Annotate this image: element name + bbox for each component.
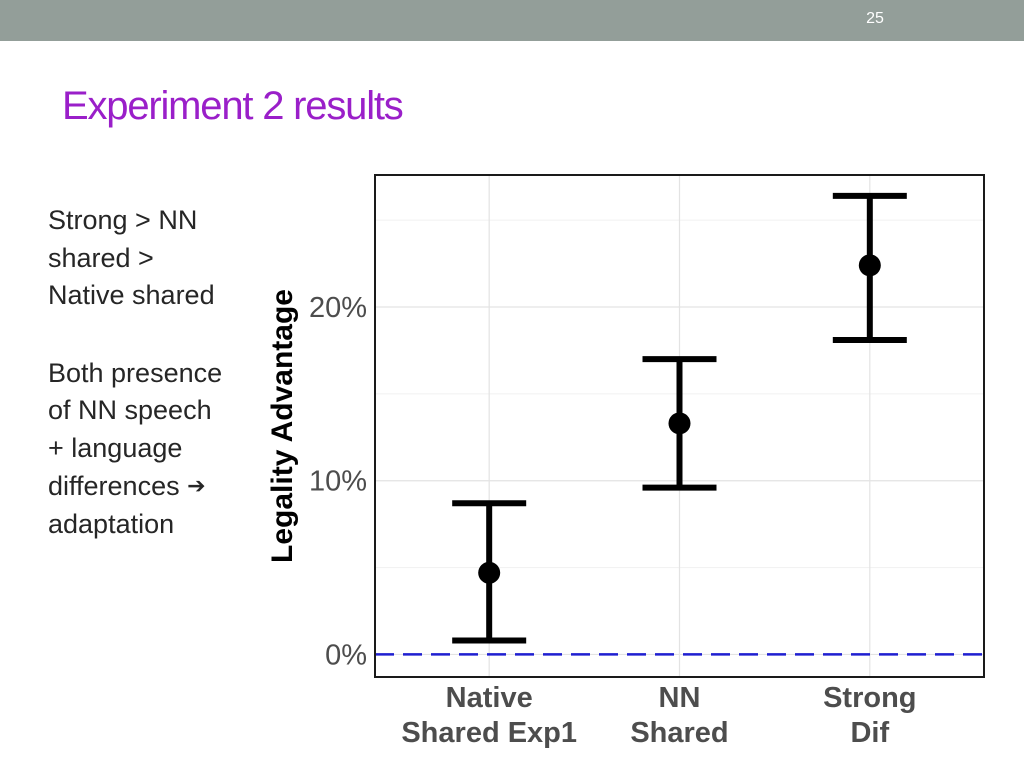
note-text: differences <box>48 471 180 501</box>
slide-header-bar: 25 <box>0 0 1024 41</box>
slide-number: 25 <box>866 10 884 27</box>
note-line: + language <box>48 432 183 463</box>
note-line: Native shared <box>48 280 215 310</box>
plot-border <box>374 174 985 678</box>
x-tick-label: Strong <box>823 682 916 714</box>
y-tick-label: 0% <box>325 639 367 671</box>
y-tick-label: 20% <box>309 292 367 324</box>
data-point <box>858 254 881 277</box>
x-tick-label: Dif <box>850 717 889 749</box>
y-axis-title: Legality Advantage <box>266 289 299 563</box>
x-tick-label: Native <box>446 682 533 714</box>
note-line: adaptation <box>48 508 175 539</box>
right-arrow-icon: ➔ <box>187 473 206 498</box>
x-tick-label: Shared <box>630 717 728 749</box>
x-tick-label: Shared Exp1 <box>401 717 577 749</box>
slide-title: Experiment 2 results <box>62 84 404 128</box>
note-line: shared > <box>48 242 154 273</box>
slide-notes: Strong > NN shared > Native shared Both … <box>48 202 263 543</box>
data-point <box>478 561 501 584</box>
note-line: Strong > NN <box>48 205 198 235</box>
note-line: of NN speech <box>48 395 212 425</box>
note-line: differences ➔ <box>48 467 263 506</box>
note-line: Both presence <box>48 357 223 388</box>
x-tick-label: NN <box>659 682 701 714</box>
data-point <box>668 412 691 435</box>
y-tick-label: 10% <box>309 466 367 498</box>
